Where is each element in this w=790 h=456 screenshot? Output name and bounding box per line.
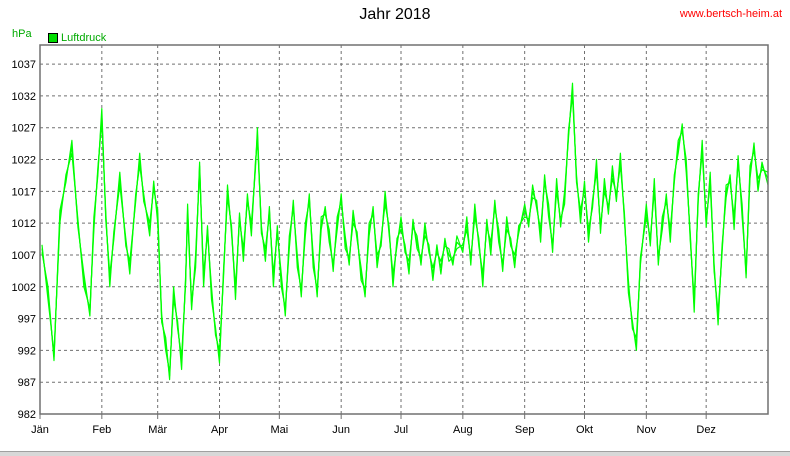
x-tick-label: Nov (637, 424, 657, 436)
y-tick-label: 987 (18, 377, 36, 389)
legend: Luftdruck (48, 32, 106, 44)
x-tick-label: Dez (696, 424, 716, 436)
legend-label: Luftdruck (61, 32, 107, 44)
footer-bar (0, 451, 790, 456)
x-tick-label: Mai (270, 424, 288, 436)
chart-title: Jahr 2018 (359, 6, 431, 23)
y-tick-label: 1037 (12, 59, 36, 71)
series-line-luftdruck (41, 95, 769, 373)
x-tick-label: Okt (576, 424, 593, 436)
x-tick-label: Jän (31, 424, 49, 436)
y-tick-label: 1022 (12, 155, 36, 167)
y-tick-label: 992 (18, 345, 36, 357)
x-tick-label: Feb (92, 424, 111, 436)
x-tick-label: Sep (515, 424, 535, 436)
y-tick-label: 1002 (12, 282, 36, 294)
y-tick-label: 1012 (12, 218, 36, 230)
x-tick-label: Mär (148, 424, 167, 436)
y-tick-label: 1017 (12, 186, 36, 198)
y-tick-label: 1027 (12, 123, 36, 135)
plot-frame (39, 44, 769, 415)
x-tick-label: Aug (453, 424, 473, 436)
source-label: www.bertsch-heim.at (679, 8, 782, 20)
y-tick-label: 1007 (12, 250, 36, 262)
legend-swatch (48, 33, 58, 43)
y-unit-label: hPa (12, 28, 32, 40)
x-tick-label: Jun (332, 424, 350, 436)
x-tick-label: Apr (211, 424, 228, 436)
y-tick-label: 1032 (12, 91, 36, 103)
y-tick-label: 997 (18, 314, 36, 326)
x-tick-label: Jul (394, 424, 408, 436)
y-tick-label: 982 (18, 409, 36, 421)
